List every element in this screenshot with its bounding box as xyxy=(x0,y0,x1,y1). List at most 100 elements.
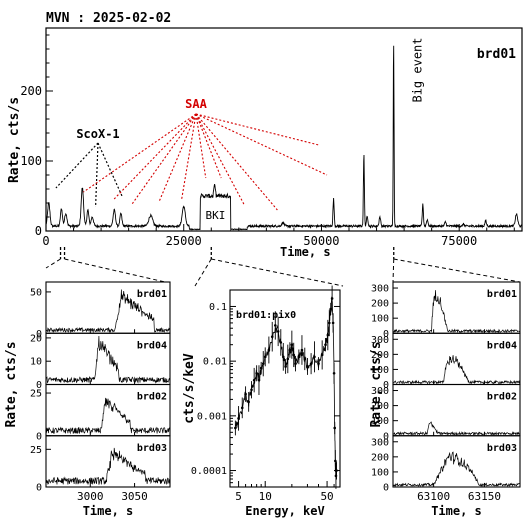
connector-left xyxy=(64,258,166,283)
right-zoom-y-tick-label: 200 xyxy=(371,350,389,361)
left-zoom-y-tick-label: 20 xyxy=(30,333,42,344)
right-zoom-panel-name: brd03 xyxy=(487,443,517,454)
connector-left xyxy=(45,258,61,269)
spectrum-x-tick-label: 10 xyxy=(259,490,272,503)
saa-pointer xyxy=(83,113,197,193)
main-annotations: ScoX-1 SAA Big event xyxy=(55,37,425,211)
left-zoom-light-curve xyxy=(45,289,171,334)
left-zoom-panel-name: brd01 xyxy=(137,289,167,300)
right-zoom-light-curve xyxy=(392,421,521,437)
main-x-tick-label: 0 xyxy=(42,234,49,248)
right-zoom-y-tick-label: 300 xyxy=(371,386,389,397)
saa-pointer xyxy=(195,113,207,179)
saa-pointer xyxy=(112,113,197,201)
saa-pointer xyxy=(195,113,278,211)
right-zoom-y-tick-label: 100 xyxy=(371,365,389,376)
figure-title: MVN : 2025-02-02 xyxy=(46,11,171,26)
main-y-tick-label: 0 xyxy=(35,224,42,238)
spectrum-y-axis-label: cts/s/keV xyxy=(182,353,197,424)
left-zoom-light-curve xyxy=(45,447,171,485)
spectrum-y-tick-label: 0.1 xyxy=(209,302,227,313)
main-light-curve-line xyxy=(45,45,523,232)
right-zoom-panel-name: brd04 xyxy=(487,340,517,351)
bki-label: BKI xyxy=(205,209,225,222)
saa-pointer xyxy=(158,113,197,203)
left-zoom-y-tick-label: 0 xyxy=(36,431,42,442)
spectrum-point xyxy=(273,324,277,327)
left-zoom-light-curve xyxy=(45,397,171,435)
right-zoom-light-curve xyxy=(392,290,521,334)
main-y-axis-label: Rate, cts/s xyxy=(7,97,22,183)
right-zoom-y-tick-label: 0 xyxy=(383,380,389,391)
left-zoom-y-tick-label: 25 xyxy=(30,389,42,400)
main-detector-label: brd01 xyxy=(477,47,516,62)
right-zoom-y-axis-label: Rate, cts/s xyxy=(369,341,384,427)
spectrum-x-axis-label: Energy, keV xyxy=(245,504,324,518)
right-zoom-y-tick-label: 200 xyxy=(371,299,389,310)
saa-pointer xyxy=(130,113,197,206)
spectrum-y-tick-label: 0.001 xyxy=(197,411,227,422)
saa-pointer xyxy=(180,113,197,201)
left-zoom-x-axis-label: Time, s xyxy=(83,504,134,518)
spectrum-panel: 0.0001 0.001 0.01 0.1 5 10 50 brd01:pix0 Energy,… xyxy=(182,285,341,518)
spectrum-y-tick-label: 0.0001 xyxy=(191,466,227,477)
spectrum-x-tick-label: 5 xyxy=(235,490,242,503)
right-zoom-y-tick-label: 100 xyxy=(371,416,389,427)
left-zoom-y-tick-label: 0 xyxy=(36,380,42,391)
right-zoom-x-axis-label: Time, s xyxy=(431,504,482,518)
scox1-pointer xyxy=(97,142,123,197)
spectrum-trace xyxy=(235,296,337,477)
right-zoom-light-curve xyxy=(392,451,521,488)
main-x-tick-label: 50000 xyxy=(303,234,339,248)
saa-pointer xyxy=(195,113,328,176)
main-plot-frame xyxy=(45,27,523,232)
scox1-label: ScoX-1 xyxy=(76,127,119,141)
left-zoom-panel-name: brd03 xyxy=(137,443,167,454)
left-zoom-y-tick-label: 10 xyxy=(30,357,42,368)
left-zoom-y-axis-label: Rate, cts/s xyxy=(4,341,19,427)
connector-right xyxy=(393,258,521,283)
left-zoom-panel-frame xyxy=(45,435,171,488)
spectrum-frame xyxy=(229,289,341,488)
zoom-connectors xyxy=(45,247,521,287)
left-zoom-y-tick-label: 0 xyxy=(36,329,42,340)
left-zoom-y-tick-label: 25 xyxy=(30,445,42,456)
main-x-tick-label: 25000 xyxy=(166,234,202,248)
right-zoom-y-tick-label: 0 xyxy=(383,431,389,442)
saa-pointer xyxy=(195,113,245,206)
right-zoom-y-tick-label: 300 xyxy=(371,437,389,448)
main-y-tick-label: 200 xyxy=(20,84,42,98)
left-zoom-y-tick-label: 0 xyxy=(36,483,42,494)
left-zoom-y-tick-label: 50 xyxy=(30,287,42,298)
right-zoom-panels: 0 100 200 300 brd01 0 100 200 300 brd04 0 100 200 300… xyxy=(369,281,521,518)
right-zoom-x-tick-label: 63100 xyxy=(417,490,450,503)
right-zoom-panel-frame xyxy=(392,435,521,488)
right-zoom-y-tick-label: 100 xyxy=(371,467,389,478)
scox1-pointer xyxy=(94,142,99,208)
connector-mid xyxy=(194,258,212,287)
right-zoom-y-tick-label: 200 xyxy=(371,401,389,412)
right-zoom-y-tick-label: 300 xyxy=(371,284,389,295)
right-zoom-y-tick-label: 0 xyxy=(383,483,389,494)
spectrum-point xyxy=(300,348,304,352)
saa-pointer xyxy=(195,113,319,146)
main-y-tick-label: 100 xyxy=(20,154,42,168)
main-light-curve: 0 25000 50000 75000 0 100 200 Time, s Rate, cts/… xyxy=(7,27,523,259)
left-zoom-x-tick-label: 3000 xyxy=(77,490,104,503)
spectrum-x-tick-label: 50 xyxy=(320,490,333,503)
spectrum-label: brd01:pix0 xyxy=(236,309,296,321)
right-zoom-y-tick-label: 0 xyxy=(383,329,389,340)
right-zoom-y-tick-label: 100 xyxy=(371,314,389,325)
main-x-tick-label: 75000 xyxy=(441,234,477,248)
right-zoom-y-tick-label: 200 xyxy=(371,452,389,463)
scox1-pointer xyxy=(55,142,99,189)
connector-right xyxy=(392,258,395,283)
spectrum-y-tick-label: 0.01 xyxy=(203,357,227,368)
left-zoom-panel-name: brd04 xyxy=(137,340,167,351)
big-event-label: Big event xyxy=(411,37,425,102)
right-zoom-x-tick-label: 63150 xyxy=(468,490,501,503)
main-x-axis-label: Time, s xyxy=(280,245,331,259)
left-zoom-light-curve xyxy=(45,335,171,384)
left-zoom-x-tick-label: 3050 xyxy=(121,490,148,503)
